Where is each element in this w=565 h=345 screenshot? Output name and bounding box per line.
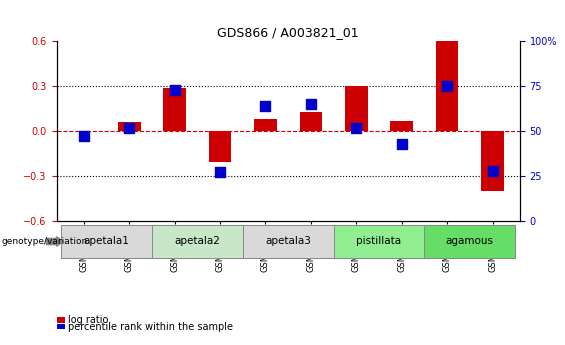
Text: apetala2: apetala2 bbox=[175, 237, 220, 246]
Bar bbox=[243, 225, 333, 258]
Point bbox=[352, 125, 361, 130]
Point bbox=[170, 87, 179, 92]
Text: log ratio: log ratio bbox=[68, 315, 108, 325]
Point bbox=[397, 141, 406, 146]
Point bbox=[79, 134, 88, 139]
Bar bbox=[299, 112, 322, 131]
Point bbox=[442, 83, 451, 89]
Bar bbox=[163, 88, 186, 131]
Text: apetala1: apetala1 bbox=[84, 237, 129, 246]
Bar bbox=[333, 225, 424, 258]
Bar bbox=[390, 121, 413, 131]
Point bbox=[261, 103, 270, 109]
Bar bbox=[254, 119, 277, 131]
Text: agamous: agamous bbox=[446, 237, 494, 246]
Bar bbox=[61, 225, 152, 258]
Text: apetala3: apetala3 bbox=[265, 237, 311, 246]
Text: pistillata: pistillata bbox=[357, 237, 402, 246]
Point bbox=[306, 101, 315, 107]
Bar bbox=[152, 225, 243, 258]
Point bbox=[125, 125, 134, 130]
Title: GDS866 / A003821_01: GDS866 / A003821_01 bbox=[218, 26, 359, 39]
Point bbox=[215, 170, 224, 175]
Bar bbox=[436, 41, 458, 131]
Text: percentile rank within the sample: percentile rank within the sample bbox=[68, 322, 233, 332]
Bar bbox=[345, 86, 368, 131]
Bar bbox=[424, 225, 515, 258]
Point bbox=[488, 168, 497, 173]
Bar bbox=[208, 131, 232, 162]
Text: genotype/variation: genotype/variation bbox=[2, 237, 88, 246]
Bar bbox=[118, 122, 141, 131]
Bar bbox=[481, 131, 504, 191]
